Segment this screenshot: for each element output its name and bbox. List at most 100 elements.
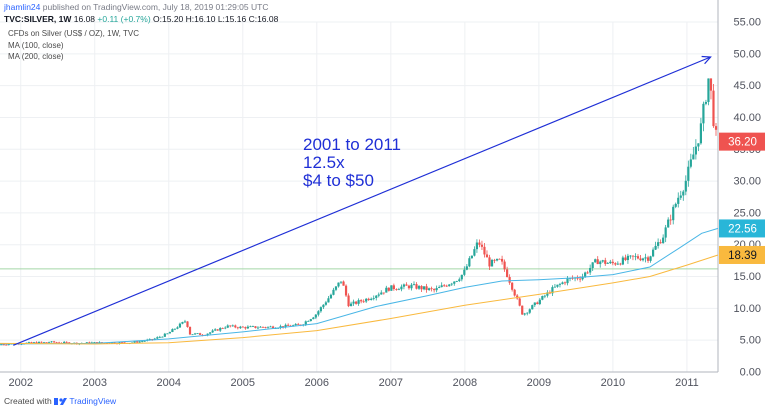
candle-body bbox=[599, 261, 602, 265]
candle-body bbox=[40, 341, 43, 343]
symbol-label[interactable]: TVC:SILVER, 1W bbox=[4, 14, 72, 24]
candle-body bbox=[478, 242, 481, 245]
candle-body bbox=[216, 329, 219, 331]
candle-body bbox=[37, 341, 41, 344]
candle-body bbox=[488, 257, 491, 267]
last-price-price-label: 36.20 bbox=[719, 132, 765, 151]
candle-body bbox=[337, 282, 340, 287]
candle-body bbox=[470, 255, 473, 259]
candle-body bbox=[528, 309, 531, 313]
candle-body bbox=[576, 277, 579, 279]
candle-body bbox=[88, 342, 91, 344]
candle-body bbox=[198, 333, 202, 335]
author-link[interactable]: jhamlin24 bbox=[4, 2, 41, 12]
candle-body bbox=[93, 342, 96, 343]
candle-body bbox=[558, 283, 562, 285]
time-tick-label: 2005 bbox=[231, 377, 255, 389]
candle-body bbox=[694, 146, 697, 155]
candle-body bbox=[445, 285, 448, 287]
candle-body bbox=[367, 298, 370, 300]
candle-body bbox=[118, 342, 121, 344]
candle-body bbox=[110, 342, 114, 344]
candle-body bbox=[186, 321, 189, 327]
candle-body bbox=[352, 301, 355, 304]
candle-body bbox=[244, 327, 247, 329]
candle-body bbox=[282, 326, 285, 328]
candle-body bbox=[667, 219, 670, 228]
grid bbox=[0, 21, 718, 373]
candle-body bbox=[239, 326, 242, 329]
candle-body bbox=[463, 269, 466, 275]
candle-body bbox=[322, 304, 325, 308]
candle-body bbox=[385, 287, 388, 293]
trend-arrow-line bbox=[13, 56, 711, 346]
time-tick-label: 2008 bbox=[453, 377, 477, 389]
candle-body bbox=[657, 242, 660, 246]
candle-body bbox=[392, 285, 395, 290]
candle-body bbox=[433, 289, 436, 291]
candle-body bbox=[344, 285, 348, 296]
candle-body bbox=[229, 325, 232, 327]
candle-body bbox=[533, 302, 536, 306]
candle-body bbox=[380, 292, 383, 295]
candle-body bbox=[133, 341, 136, 343]
candle-body bbox=[448, 284, 451, 287]
candle-body bbox=[584, 272, 587, 277]
candle-body bbox=[355, 301, 358, 304]
candle-body bbox=[339, 281, 343, 283]
candle-body bbox=[214, 329, 217, 331]
change-value: +0.11 (+0.7%) bbox=[97, 14, 151, 24]
time-tick-label: 2003 bbox=[83, 377, 107, 389]
candle-body bbox=[455, 281, 458, 282]
candle-body bbox=[589, 267, 592, 273]
candle-body bbox=[604, 260, 607, 264]
candle-body bbox=[332, 289, 335, 295]
candle-body bbox=[357, 300, 360, 304]
candle-body bbox=[171, 329, 174, 333]
candle-body bbox=[183, 321, 187, 323]
candle-body bbox=[249, 326, 252, 328]
main-series-label[interactable]: CFDs on Silver (US$ / OZ), 1W, TVC bbox=[8, 29, 139, 38]
candle-body bbox=[606, 263, 609, 264]
time-tick-label: 2006 bbox=[305, 377, 329, 389]
candle-body bbox=[377, 294, 380, 296]
high-value: H:16.10 bbox=[185, 14, 216, 24]
candle-body bbox=[714, 126, 718, 130]
candle-body bbox=[679, 195, 682, 198]
candle-body bbox=[209, 332, 212, 334]
ma200-price-label: 18.39 bbox=[719, 245, 765, 264]
candle-body bbox=[236, 327, 239, 329]
ma100-price-badge bbox=[719, 219, 765, 238]
candle-body bbox=[707, 78, 710, 102]
time-tick-label: 2009 bbox=[527, 377, 551, 389]
candle-body bbox=[138, 341, 141, 343]
candle-body bbox=[226, 325, 229, 328]
candle-body bbox=[259, 326, 262, 328]
ma100-label[interactable]: MA (100, close) bbox=[8, 41, 64, 50]
candle-body bbox=[651, 249, 655, 257]
candle-body bbox=[495, 258, 499, 261]
tradingview-brand[interactable]: TradingView bbox=[69, 396, 117, 406]
candle-body bbox=[402, 284, 406, 287]
last-price-price-text: 36.20 bbox=[728, 137, 757, 149]
candle-body bbox=[405, 284, 408, 286]
tradingview-logo-icon bbox=[54, 398, 68, 405]
candle-body bbox=[621, 257, 624, 265]
candle-body bbox=[639, 258, 642, 261]
ma200-label[interactable]: MA (200, close) bbox=[8, 52, 64, 61]
candle-body bbox=[634, 256, 637, 258]
price-tick-label: 5.00 bbox=[740, 335, 761, 347]
candle-body bbox=[271, 326, 275, 329]
candle-body bbox=[349, 303, 353, 307]
candle-body bbox=[538, 299, 541, 305]
candle-body bbox=[224, 327, 227, 329]
candle-body bbox=[536, 302, 539, 305]
candle-body bbox=[420, 286, 423, 290]
candle-body bbox=[566, 278, 569, 284]
candle-body bbox=[7, 344, 10, 345]
candle-body bbox=[465, 266, 468, 270]
candle-body bbox=[523, 313, 526, 315]
price-tick-label: 45.00 bbox=[733, 80, 761, 92]
candle-body bbox=[35, 342, 38, 344]
